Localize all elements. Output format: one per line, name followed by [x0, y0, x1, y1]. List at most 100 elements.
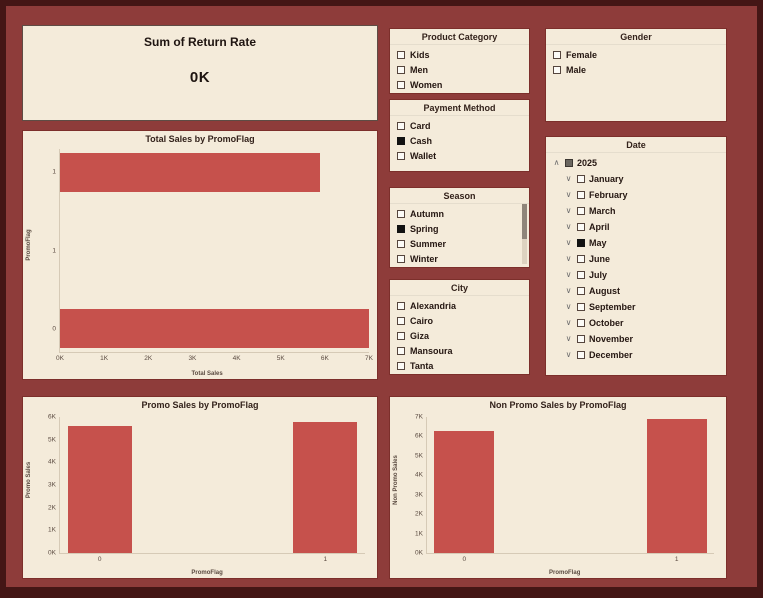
date-month-november[interactable]: ∨ November — [546, 331, 726, 347]
city-option-tanta[interactable]: Tanta — [397, 358, 529, 373]
date-tree: ∧ 2025 ∨ January ∨ February ∨ March ∨ April ∨ May ∨ J… — [546, 153, 726, 363]
checkbox-unchecked[interactable] — [397, 301, 405, 310]
checkbox-unchecked[interactable] — [577, 223, 585, 231]
date-month-august[interactable]: ∨ August — [546, 283, 726, 299]
expand-icon[interactable]: ∨ — [565, 334, 572, 343]
checkbox-unchecked[interactable] — [397, 361, 405, 370]
payment-method-option-wallet[interactable]: Wallet — [397, 148, 529, 163]
checkbox-unchecked[interactable] — [553, 50, 561, 59]
option-label: Kids — [410, 49, 430, 60]
checkbox-unchecked[interactable] — [397, 316, 405, 325]
scrollbar-thumb[interactable] — [522, 204, 527, 239]
date-month-september[interactable]: ∨ September — [546, 299, 726, 315]
checkbox-unchecked[interactable] — [397, 254, 405, 263]
date-month-april[interactable]: ∨ April — [546, 219, 726, 235]
checkbox-unchecked[interactable] — [577, 207, 585, 215]
kpi-card: Sum of Return Rate 0K — [22, 25, 378, 121]
option-label: Men — [410, 64, 428, 75]
x-category-label: 0 — [462, 556, 467, 563]
city-option-giza[interactable]: Giza — [397, 328, 529, 343]
season-option-autumn[interactable]: Autumn — [397, 206, 529, 221]
payment-method-option-cash[interactable]: Cash — [397, 133, 529, 148]
x-tick: 1K — [100, 355, 109, 362]
checkbox-unchecked[interactable] — [577, 191, 585, 199]
checkbox-unchecked[interactable] — [577, 255, 585, 263]
expand-icon[interactable]: ∨ — [565, 254, 572, 263]
kpi-title: Sum of Return Rate — [143, 35, 256, 49]
date-month-october[interactable]: ∨ October — [546, 315, 726, 331]
checkbox-checked[interactable] — [577, 239, 585, 247]
checkbox-unchecked[interactable] — [577, 303, 585, 311]
season-option-winter[interactable]: Winter — [397, 251, 529, 266]
bar-promoflag-1[interactable] — [646, 418, 707, 553]
y-tick: 0K — [48, 549, 56, 557]
date-month-june[interactable]: ∨ June — [546, 251, 726, 267]
season-option-summer[interactable]: Summer — [397, 236, 529, 251]
checkbox-unchecked[interactable] — [397, 239, 405, 248]
expand-icon[interactable]: ∨ — [565, 222, 572, 231]
collapse-icon[interactable]: ∧ — [553, 158, 560, 167]
x-tick: 7K — [365, 355, 373, 362]
gender-option-female[interactable]: Female — [553, 47, 726, 62]
checkbox-unchecked[interactable] — [577, 175, 585, 183]
season-scrollbar[interactable] — [522, 204, 527, 264]
expand-icon[interactable]: ∨ — [565, 270, 572, 279]
gender-option-male[interactable]: Male — [553, 62, 726, 77]
expand-icon[interactable]: ∨ — [565, 286, 572, 295]
total-sales-chart: Total Sales by PromoFlag 0K 1K 2K 3K 4K 5K 6K 7… — [22, 130, 378, 380]
expand-icon[interactable]: ∨ — [565, 190, 572, 199]
expand-icon[interactable]: ∨ — [565, 174, 572, 183]
expand-icon[interactable]: ∨ — [565, 206, 572, 215]
checkbox-unchecked[interactable] — [397, 80, 405, 89]
product-category-option-kids[interactable]: Kids — [397, 47, 529, 62]
checkbox-unchecked[interactable] — [397, 209, 405, 218]
season-option-spring[interactable]: Spring — [397, 221, 529, 236]
checkbox-unchecked[interactable] — [397, 331, 405, 340]
bar-promoflag-1[interactable] — [293, 421, 358, 553]
checkbox-checked[interactable] — [397, 224, 405, 233]
date-month-may[interactable]: ∨ May — [546, 235, 726, 251]
checkbox-unchecked[interactable] — [577, 319, 585, 327]
expand-icon[interactable]: ∨ — [565, 350, 572, 359]
option-label: Women — [410, 79, 443, 90]
product-category-option-men[interactable]: Men — [397, 62, 529, 77]
month-label: March — [589, 206, 616, 216]
city-option-cairo[interactable]: Cairo — [397, 313, 529, 328]
bar-promoflag-0[interactable] — [434, 430, 495, 553]
bar-promoflag-0[interactable] — [60, 309, 369, 348]
expand-icon[interactable]: ∨ — [565, 238, 572, 247]
plot-area: 0K 1K 2K 3K 4K 5K 6K 0 1 — [48, 414, 365, 563]
date-month-february[interactable]: ∨ February — [546, 187, 726, 203]
checkbox-unchecked[interactable] — [397, 346, 405, 355]
checkbox-unchecked[interactable] — [397, 65, 405, 74]
date-month-july[interactable]: ∨ July — [546, 267, 726, 283]
expand-icon[interactable]: ∨ — [565, 302, 572, 311]
checkbox-partial[interactable] — [565, 159, 573, 167]
bar-promoflag-0[interactable] — [67, 426, 132, 553]
checkbox-unchecked[interactable] — [577, 287, 585, 295]
y-axis-title: Non Promo Sales — [393, 455, 399, 506]
checkbox-checked[interactable] — [397, 136, 405, 145]
date-year-row[interactable]: ∧ 2025 — [546, 155, 726, 171]
slicer-title: Season — [390, 188, 529, 204]
city-option-mansoura[interactable]: Mansoura — [397, 343, 529, 358]
date-month-january[interactable]: ∨ January — [546, 171, 726, 187]
payment-method-option-card[interactable]: Card — [397, 118, 529, 133]
expand-icon[interactable]: ∨ — [565, 318, 572, 327]
checkbox-unchecked[interactable] — [577, 351, 585, 359]
date-month-march[interactable]: ∨ March — [546, 203, 726, 219]
month-label: August — [589, 286, 620, 296]
city-option-alexandria[interactable]: Alexandria — [397, 298, 529, 313]
checkbox-unchecked[interactable] — [397, 121, 405, 130]
x-tick: 2K — [144, 355, 153, 362]
product-category-option-women[interactable]: Women — [397, 77, 529, 92]
checkbox-unchecked[interactable] — [397, 151, 405, 160]
checkbox-unchecked[interactable] — [553, 65, 561, 74]
checkbox-unchecked[interactable] — [577, 335, 585, 343]
date-month-december[interactable]: ∨ December — [546, 347, 726, 363]
checkbox-unchecked[interactable] — [577, 271, 585, 279]
checkbox-unchecked[interactable] — [397, 50, 405, 59]
y-tick: 2K — [48, 504, 56, 512]
bar-promoflag-1[interactable] — [60, 153, 321, 192]
